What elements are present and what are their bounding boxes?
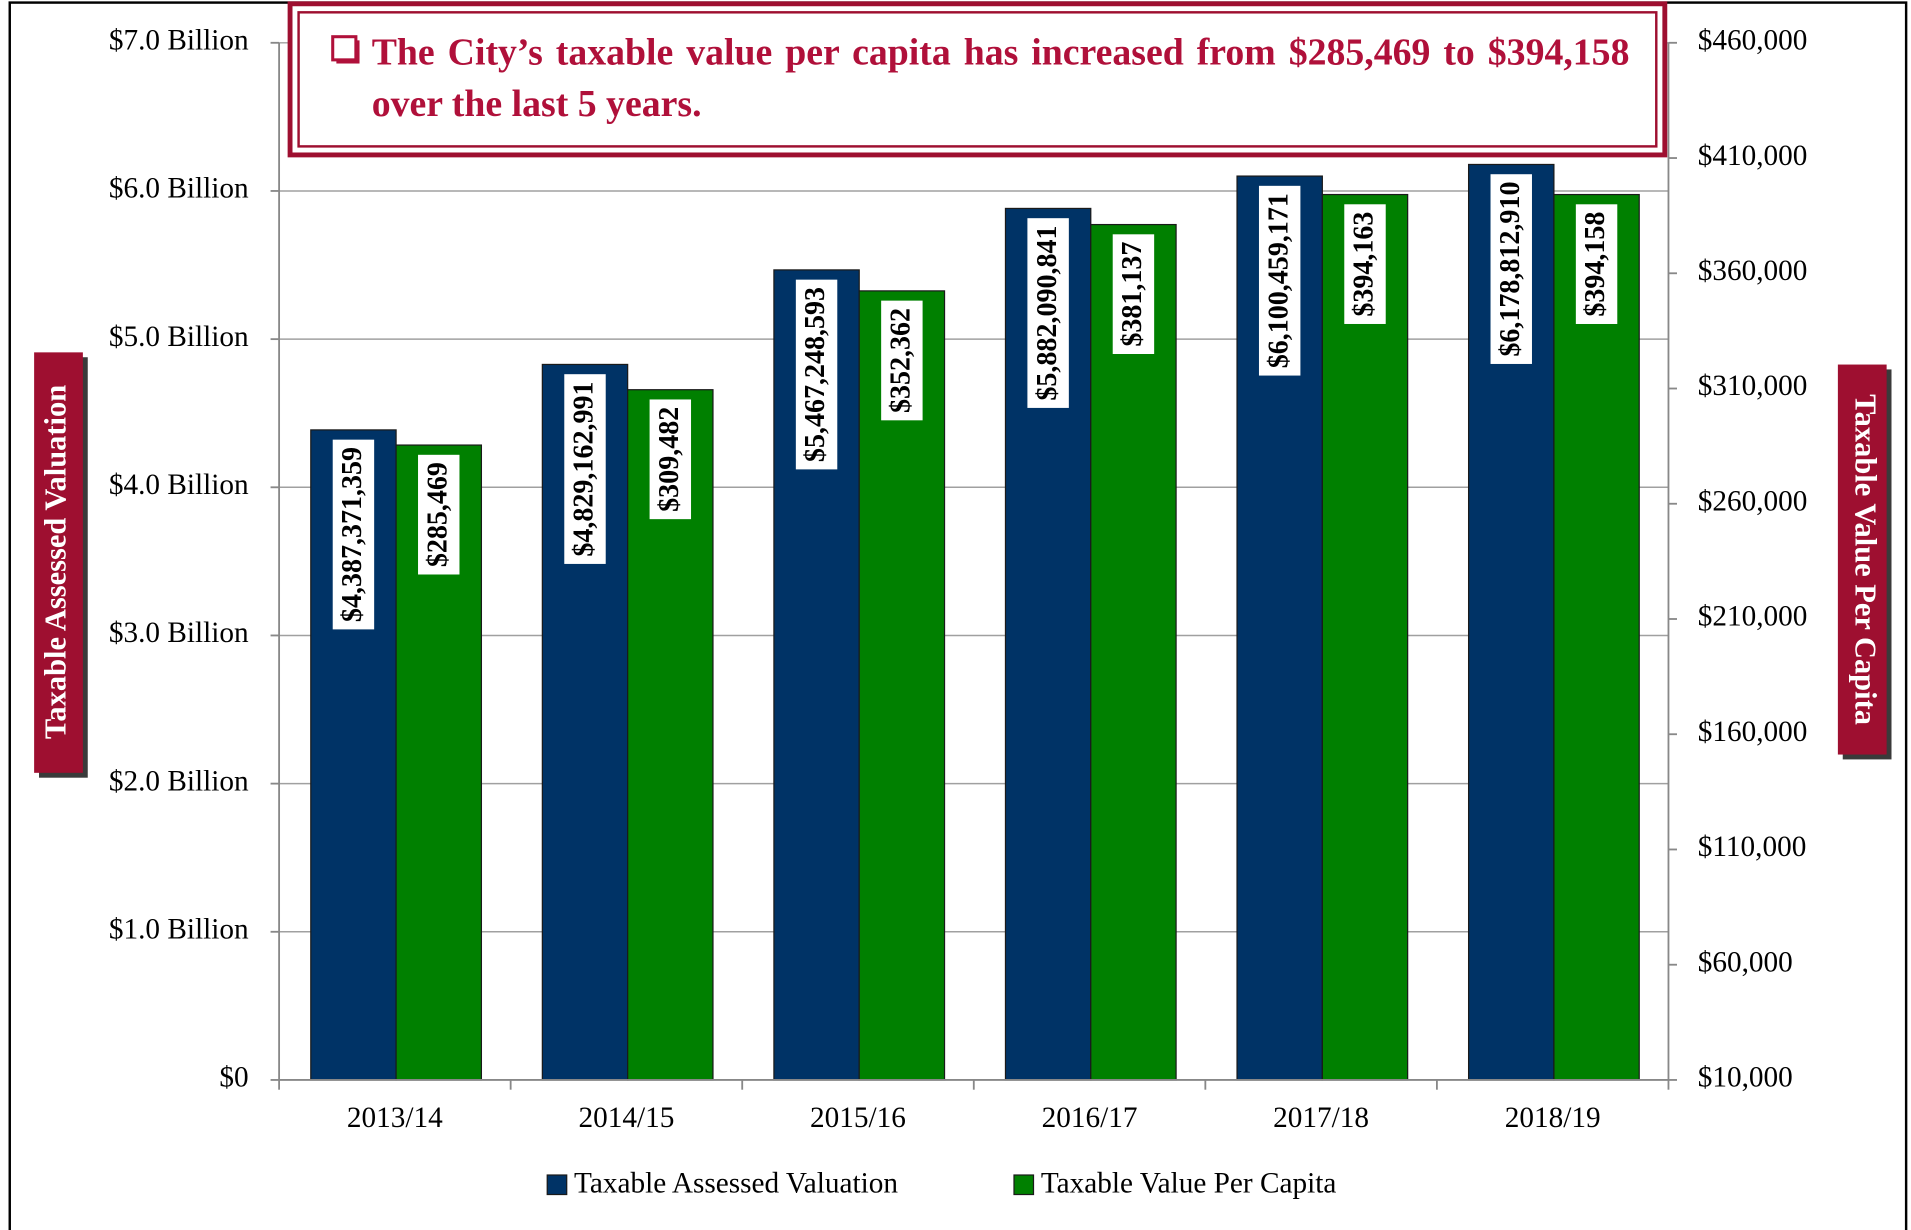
value-label: $6,178,812,910 xyxy=(1490,174,1532,364)
bar xyxy=(1321,193,1409,1081)
y2-tick-label: $360,000 xyxy=(1698,255,1808,287)
value-label-text: $6,178,812,910 xyxy=(1495,182,1526,357)
y-tick-label: $3.0 Billion xyxy=(109,617,249,649)
y-tick-label: $0 xyxy=(219,1062,248,1094)
value-label-text: $309,482 xyxy=(654,407,685,512)
y-tick-label: $4.0 Billion xyxy=(109,469,249,501)
x-tick-label: 2013/14 xyxy=(347,1102,443,1134)
value-label-box xyxy=(1344,204,1386,324)
value-label-text: $394,158 xyxy=(1580,212,1611,317)
bar xyxy=(858,290,946,1081)
y-axis-title: Taxable Assessed Valuation xyxy=(38,385,72,739)
y2-tick-label: $460,000 xyxy=(1698,25,1808,57)
value-label: $4,829,162,991 xyxy=(564,374,606,564)
value-label: $381,137 xyxy=(1112,234,1155,354)
value-label-box xyxy=(649,399,692,520)
value-label-box xyxy=(1027,218,1069,408)
y2-tick-label: $310,000 xyxy=(1698,370,1808,402)
value-label-text: $5,882,090,841 xyxy=(1032,225,1063,400)
value-label-text: $394,163 xyxy=(1349,212,1380,317)
value-label-box xyxy=(1258,185,1301,376)
value-label-box xyxy=(881,300,923,421)
bar xyxy=(1553,193,1640,1081)
title-box: The City’s taxable value per capita has … xyxy=(287,1,1668,158)
y2-tick-label: $10,000 xyxy=(1698,1062,1793,1094)
y2-axis-title-box: Taxable Value Per Capita xyxy=(1837,364,1892,760)
legend-swatch xyxy=(1013,1174,1035,1196)
value-label: $4,387,371,359 xyxy=(332,439,375,630)
value-label: $394,158 xyxy=(1575,204,1618,324)
y2-axis-title: Taxable Value Per Capita xyxy=(1848,394,1882,725)
value-label-text: $5,467,248,593 xyxy=(800,287,831,462)
y2-tick-label: $210,000 xyxy=(1698,601,1808,633)
value-label: $5,467,248,593 xyxy=(795,279,838,470)
value-label: $309,482 xyxy=(649,399,692,520)
y2-tick-label: $160,000 xyxy=(1698,716,1808,748)
value-label-box xyxy=(418,454,460,575)
y-tick-label: $5.0 Billion xyxy=(109,321,249,353)
y2-tick-label: $60,000 xyxy=(1698,946,1793,978)
y-tick-label: $1.0 Billion xyxy=(109,914,249,946)
value-label-box xyxy=(1490,174,1532,364)
x-tick-label: 2015/16 xyxy=(810,1102,906,1134)
value-label-box xyxy=(564,374,606,564)
x-tick-label: 2017/18 xyxy=(1273,1102,1369,1134)
value-label-text: $4,387,371,359 xyxy=(337,447,368,622)
y-tick-label: $6.0 Billion xyxy=(109,173,249,205)
y2-tick-label: $260,000 xyxy=(1698,485,1808,517)
value-label: $6,100,459,171 xyxy=(1258,185,1301,376)
chart-title: The City’s taxable value per capita has … xyxy=(371,30,1630,125)
y-tick-label: $2.0 Billion xyxy=(109,765,249,797)
value-label: $352,362 xyxy=(881,300,923,421)
legend-label: Taxable Assessed Valuation xyxy=(574,1168,898,1200)
x-tick-label: 2016/17 xyxy=(1042,1102,1138,1134)
value-label-box xyxy=(1112,234,1155,354)
x-tick-label: 2018/19 xyxy=(1505,1102,1601,1134)
y-axis-title-box: Taxable Assessed Valuation xyxy=(34,352,88,778)
y2-tick-label: $110,000 xyxy=(1698,831,1807,863)
value-label: $285,469 xyxy=(418,454,460,575)
value-label-text: $381,137 xyxy=(1117,242,1148,347)
value-label-box xyxy=(795,279,838,470)
value-label: $394,163 xyxy=(1344,204,1386,324)
value-label-box xyxy=(1575,204,1618,324)
y-tick-label: $7.0 Billion xyxy=(109,25,249,57)
legend-label: Taxable Value Per Capita xyxy=(1041,1168,1337,1200)
x-tick-label: 2014/15 xyxy=(578,1102,674,1134)
bar xyxy=(1090,223,1177,1081)
value-label-box xyxy=(332,439,375,630)
value-label-text: $285,469 xyxy=(422,462,453,567)
value-label-text: $4,829,162,991 xyxy=(569,382,600,557)
legend-swatch xyxy=(546,1174,568,1196)
value-label-text: $6,100,459,171 xyxy=(1263,193,1294,368)
y2-tick-label: $410,000 xyxy=(1698,140,1808,172)
value-label-text: $352,362 xyxy=(886,308,917,413)
value-label: $5,882,090,841 xyxy=(1027,218,1069,408)
